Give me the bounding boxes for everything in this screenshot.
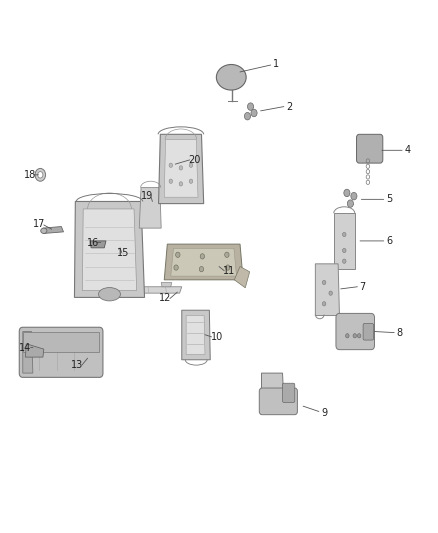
Polygon shape (25, 344, 44, 357)
Text: 7: 7 (360, 282, 366, 292)
Polygon shape (182, 310, 210, 360)
Circle shape (343, 248, 346, 253)
Text: 5: 5 (386, 195, 392, 204)
FancyBboxPatch shape (283, 383, 295, 402)
Circle shape (347, 200, 353, 207)
Text: 16: 16 (87, 238, 99, 247)
Circle shape (226, 265, 230, 270)
FancyBboxPatch shape (336, 313, 374, 350)
Circle shape (251, 109, 257, 117)
Ellipse shape (216, 64, 246, 90)
Text: 17: 17 (33, 219, 46, 229)
Polygon shape (186, 316, 205, 354)
Text: 9: 9 (321, 408, 327, 417)
Text: 2: 2 (286, 102, 292, 111)
Circle shape (351, 192, 357, 200)
Text: 15: 15 (117, 248, 130, 257)
Text: 4: 4 (404, 146, 410, 155)
Circle shape (244, 112, 251, 120)
Circle shape (247, 103, 254, 110)
Circle shape (199, 266, 204, 272)
Polygon shape (164, 140, 198, 197)
Polygon shape (171, 248, 237, 276)
Circle shape (225, 252, 229, 257)
Text: 20: 20 (189, 155, 201, 165)
Circle shape (353, 334, 357, 338)
Circle shape (35, 168, 46, 181)
Circle shape (346, 334, 349, 338)
Circle shape (174, 265, 178, 270)
Circle shape (169, 179, 173, 183)
Text: 11: 11 (223, 266, 236, 276)
Circle shape (179, 182, 183, 186)
Polygon shape (90, 241, 106, 248)
Circle shape (179, 166, 183, 170)
Ellipse shape (41, 228, 47, 233)
Circle shape (343, 232, 346, 237)
Text: 10: 10 (211, 332, 223, 342)
Circle shape (176, 252, 180, 257)
Polygon shape (23, 332, 33, 373)
Ellipse shape (99, 288, 120, 301)
Circle shape (169, 163, 173, 167)
Polygon shape (82, 209, 137, 290)
Polygon shape (159, 134, 204, 204)
Circle shape (357, 334, 361, 338)
Text: 13: 13 (71, 360, 83, 370)
Circle shape (343, 259, 346, 263)
Circle shape (344, 189, 350, 197)
Circle shape (322, 302, 326, 306)
Polygon shape (139, 188, 161, 228)
Text: 14: 14 (19, 343, 32, 352)
FancyBboxPatch shape (259, 388, 297, 415)
Polygon shape (161, 282, 172, 287)
FancyBboxPatch shape (363, 324, 374, 340)
Circle shape (322, 280, 326, 285)
Circle shape (38, 172, 43, 178)
Polygon shape (334, 213, 355, 269)
Polygon shape (315, 264, 339, 316)
Text: 12: 12 (159, 294, 171, 303)
Polygon shape (234, 266, 250, 288)
Polygon shape (43, 227, 64, 233)
Circle shape (200, 254, 205, 259)
Circle shape (189, 163, 193, 167)
Text: 6: 6 (386, 236, 392, 246)
FancyBboxPatch shape (357, 134, 383, 163)
Text: 8: 8 (396, 328, 403, 337)
FancyBboxPatch shape (19, 327, 103, 377)
Text: 1: 1 (273, 59, 279, 69)
Polygon shape (74, 201, 145, 297)
Polygon shape (23, 332, 99, 352)
Circle shape (329, 291, 332, 295)
Polygon shape (261, 373, 284, 401)
Text: 18: 18 (24, 170, 36, 180)
Circle shape (189, 179, 193, 183)
Text: 19: 19 (141, 191, 153, 201)
Polygon shape (138, 287, 182, 293)
Polygon shape (164, 244, 243, 280)
